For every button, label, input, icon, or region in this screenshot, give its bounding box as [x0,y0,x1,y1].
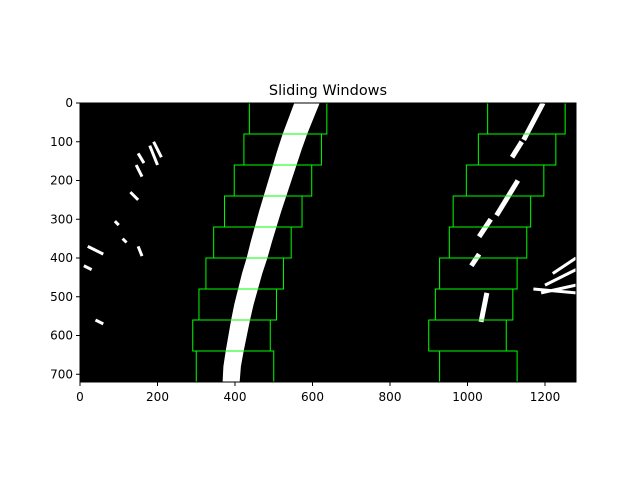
x-tick-label: 600 [301,390,324,404]
y-tick-label: 100 [50,135,73,149]
left-noise-pixel-segment [136,152,146,164]
left-noise-pixel-segment [136,245,144,257]
left-noise-pixel-segment [129,191,140,201]
left-lane-pixels [222,103,320,382]
left-noise-pixel-segment [134,164,144,178]
right-lane-pixel-segment [469,252,482,268]
left-noise-pixel-segment [87,245,104,256]
right-noise-pixel-segment [544,268,577,287]
plot-area [79,101,577,383]
x-tick-label: 0 [76,390,84,404]
plot-frame [79,102,577,383]
left-noise-pixel-segment [113,220,120,227]
right-noise-pixel-segment [551,256,577,275]
left-noise-pixel-segment [83,264,93,271]
x-tick-label: 1200 [530,390,561,404]
left-noise-pixel-segment [94,318,104,326]
y-tick-label: 200 [50,174,73,188]
x-tick-label: 800 [379,390,402,404]
y-tick-label: 600 [50,329,73,343]
chart-title: Sliding Windows [269,83,387,99]
y-tick-label: 700 [50,367,73,381]
y-tick-label: 500 [50,290,73,304]
x-axis: 0 200 400 600 800 1000 1200 [76,382,560,404]
right-lane-pixel-segment [509,140,524,159]
right-lane-pixel-segment [477,217,493,239]
right-noise-pixel-segment [533,287,577,295]
left-noise-pixel-segment [152,141,163,158]
right-lane-pixel-segment [478,292,490,323]
x-tick-label: 200 [146,390,169,404]
y-tick-label: 400 [50,251,73,265]
right-lane-pixel-segment [494,179,521,217]
x-tick-label: 400 [224,390,247,404]
y-tick-label: 300 [50,212,73,226]
x-tick-label: 1000 [452,390,483,404]
y-tick-label: 0 [65,96,73,110]
left-noise-pixel-segment [148,145,159,166]
y-axis: 0 100 200 300 400 500 600 700 [50,96,80,381]
image-background [80,103,576,382]
left-noise-pixel-segment [121,237,128,244]
